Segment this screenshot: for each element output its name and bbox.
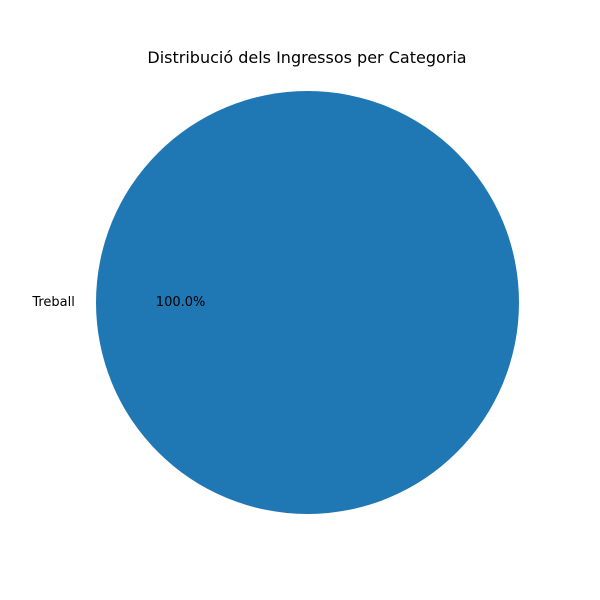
- pie-slices: [96, 91, 519, 514]
- slice-percent-label: 100.0%: [156, 295, 206, 310]
- pie-slice-treball: [96, 91, 519, 514]
- slice-category-label: Treball: [31, 295, 75, 310]
- chart-title: Distribució dels Ingressos per Categoria: [147, 48, 466, 67]
- pie-labels: Treball 100.0%: [31, 295, 205, 310]
